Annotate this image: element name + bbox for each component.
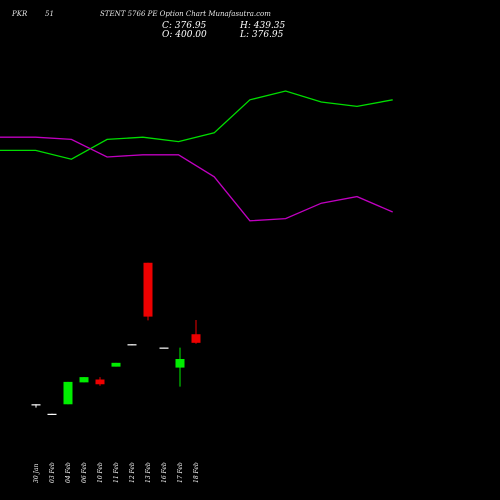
candle-2 [63,381,73,405]
x-tick-label: 13 Feb [145,462,152,483]
open-value: O: 400.00 [162,30,207,40]
close-value: C: 376.95 [162,21,207,31]
x-tick-label: 12 Feb [129,462,136,483]
candle-6 [127,344,137,346]
indicator-lines [0,90,393,222]
candle-3 [79,377,89,383]
candle-10 [191,319,201,344]
x-tick-label: 04 Feb [65,462,72,483]
symbol-number: 51 [45,10,54,18]
candle-body [47,413,57,415]
candle-7 [143,262,153,321]
candles [31,262,201,415]
indicator-line-0 [0,90,393,160]
candle-body [79,377,89,383]
candle-body [159,347,169,349]
low-value: L: 376.95 [240,30,284,40]
candle-0 [31,404,41,408]
candle-1 [47,413,57,415]
candle-4 [95,377,105,386]
x-tick-label: 30 Jan [33,463,40,483]
candle-8 [159,347,169,349]
high-value: H: 439.35 [240,21,286,31]
x-tick-label: 10 Feb [97,462,104,483]
x-axis-labels: 30 Jan 03 Feb 04 Feb 06 Feb 10 Feb 11 Feb 12 F… [33,462,200,483]
candle-body [143,262,153,317]
candle-body [31,404,41,406]
symbol-code: PKR [12,10,28,18]
chart-title: STENT 5766 PE Option Chart Munafasutra.c… [100,10,271,18]
x-tick-label: 17 Feb [177,462,184,483]
candle-body [127,344,137,346]
candle-5 [111,362,121,367]
x-tick-label: 16 Feb [161,462,168,483]
x-tick-label: 18 Feb [193,462,200,483]
candle-body [111,362,121,367]
candle-body [175,359,185,368]
candle-body [191,334,201,343]
x-tick-label: 06 Feb [81,462,88,483]
candle-9 [175,347,185,387]
x-tick-label: 11 Feb [113,462,120,483]
indicator-line-1 [0,136,393,222]
x-tick-label: 03 Feb [49,462,56,483]
candle-body [63,381,73,405]
candle-body [95,379,105,385]
